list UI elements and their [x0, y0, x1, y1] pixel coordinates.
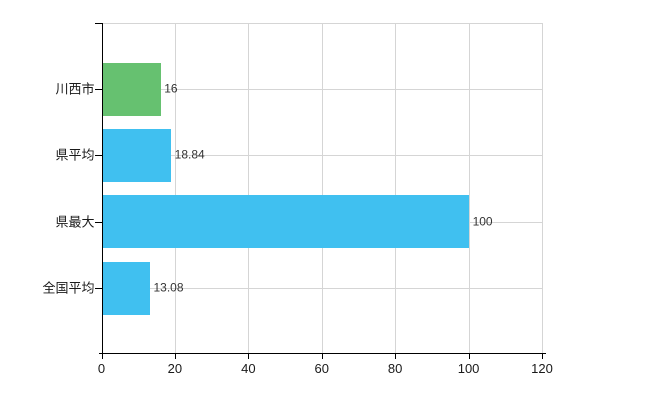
bar	[102, 128, 172, 182]
category-label: 全国平均	[42, 280, 95, 296]
x-tick-label: 60	[314, 361, 329, 376]
x-tick-label: 0	[97, 361, 106, 376]
horizontal-gridline	[101, 89, 542, 90]
y-axis-tick	[94, 288, 102, 289]
x-tick-label: 20	[167, 361, 183, 376]
x-axis	[99, 353, 546, 354]
category-label: 県平均	[55, 147, 95, 163]
x-axis-tick	[542, 353, 543, 359]
x-axis-tick	[468, 353, 470, 359]
y-axis	[101, 23, 103, 353]
bar	[102, 195, 470, 249]
vertical-gridline	[395, 23, 397, 353]
x-axis-tick	[321, 353, 323, 359]
vertical-gridline	[542, 23, 543, 353]
vertical-gridline	[174, 23, 176, 353]
y-axis-tick	[94, 89, 102, 90]
x-tick-label: 100	[457, 361, 480, 376]
x-tick-label: 40	[241, 361, 256, 376]
y-axis-top-tick	[94, 23, 102, 24]
horizontal-gridline	[101, 155, 542, 157]
x-axis-tick	[395, 353, 397, 359]
x-axis-tick	[174, 353, 176, 359]
category-label: 県最大	[55, 214, 95, 230]
bar-value-label: 13.08	[153, 280, 184, 295]
bar	[102, 261, 150, 315]
x-axis-tick	[101, 353, 103, 359]
vertical-gridline	[468, 23, 470, 353]
bar-value-label: 16	[164, 81, 178, 96]
bar-value-label: 100	[472, 214, 493, 229]
x-axis-tick	[248, 353, 250, 359]
vertical-gridline	[248, 23, 250, 353]
vertical-gridline	[321, 23, 323, 353]
x-tick-label: 80	[387, 361, 403, 376]
horizontal-gridline	[101, 288, 542, 289]
bar-value-label: 18.84	[174, 147, 205, 162]
x-tick-label: 120	[531, 361, 553, 376]
y-axis-tick	[94, 155, 102, 157]
category-label: 川西市	[55, 81, 95, 97]
bar	[102, 62, 161, 116]
y-axis-tick	[94, 221, 102, 223]
